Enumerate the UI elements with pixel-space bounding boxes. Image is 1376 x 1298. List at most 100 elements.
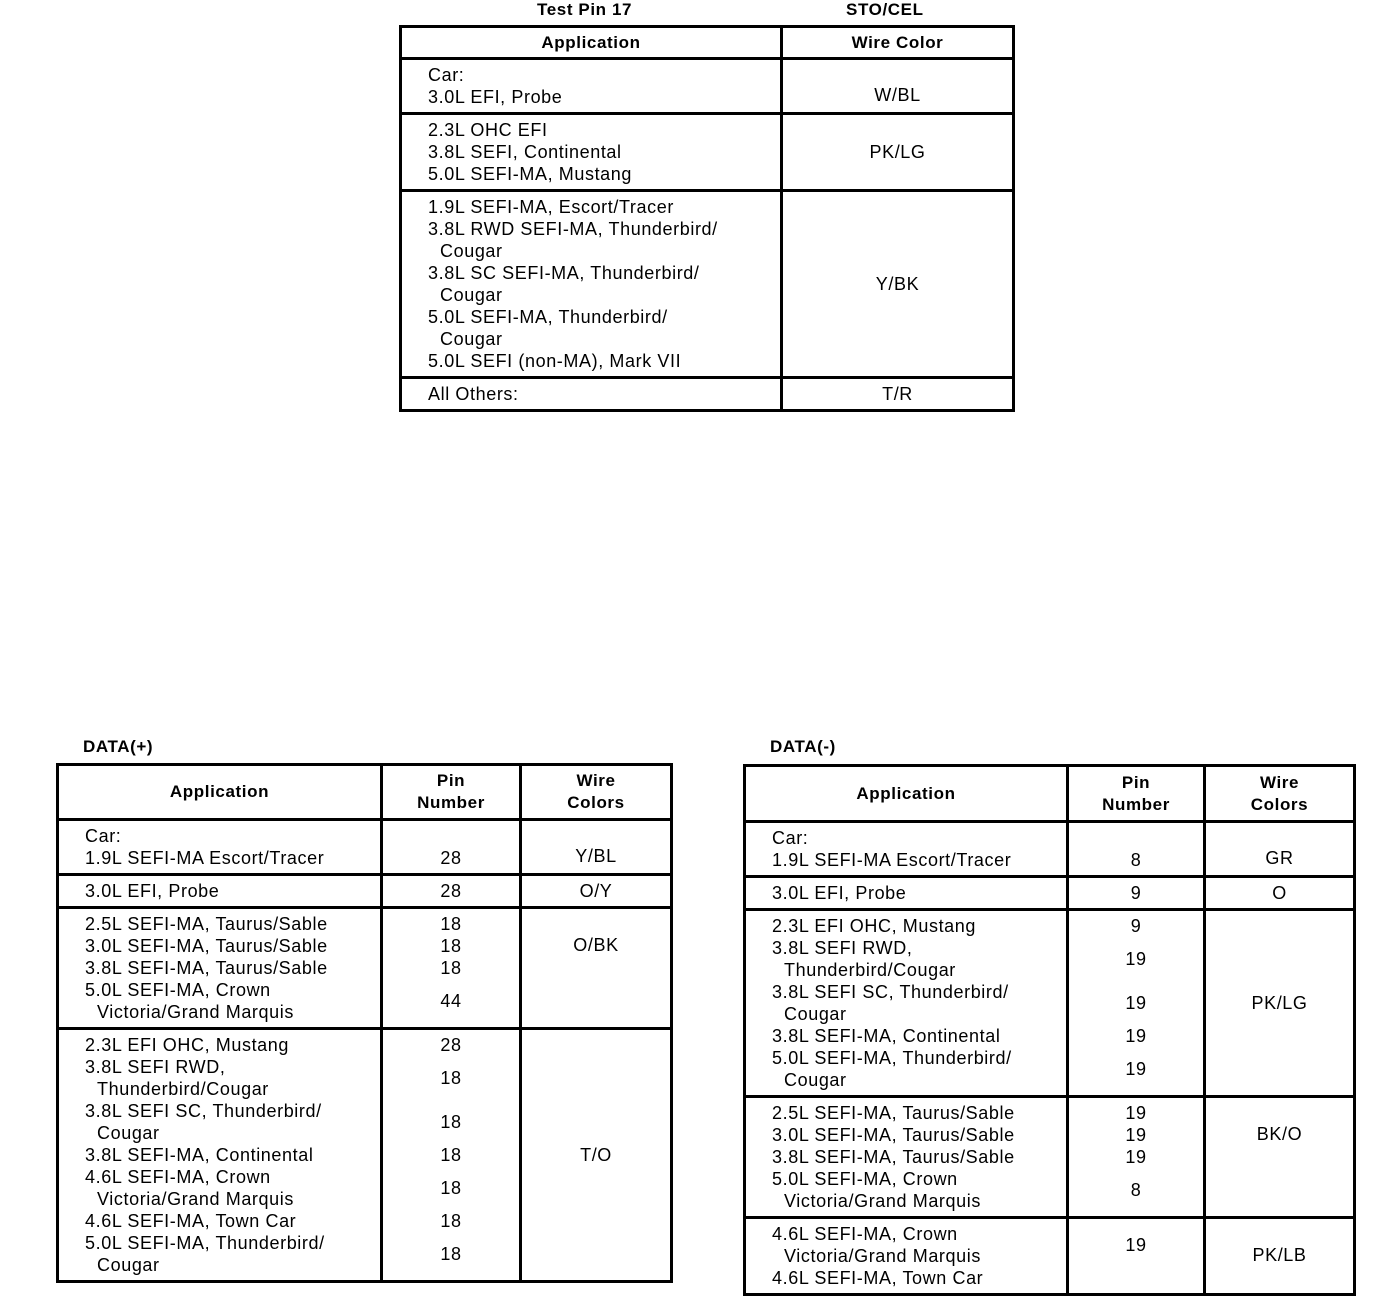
pin-number: 8 (1130, 1179, 1142, 1200)
application-line: Cougar (784, 1004, 847, 1024)
pin-number: 28 (440, 880, 462, 901)
application-entry: 2.3L EFI OHC, Mustang (772, 915, 1066, 937)
application-line: Car: (85, 826, 122, 846)
application-entry: 5.0L SEFI-MA, Crown Victoria/Grand Marqui… (85, 979, 380, 1023)
application-line: Thunderbird/Cougar (97, 1079, 269, 1099)
pin-number: 19 (1125, 1234, 1147, 1255)
pin-number: 18 (440, 935, 462, 956)
pin-number: 19 (1125, 1058, 1147, 1079)
header-application: Application (399, 25, 783, 60)
pin-number (1069, 1267, 1203, 1289)
application-line: 5.0L SEFI-MA, Thunderbird/ (85, 1233, 325, 1253)
application-entry: 2.5L SEFI-MA, Taurus/Sable (772, 1102, 1066, 1124)
pin-number: 19 (1125, 1025, 1147, 1046)
pin-number: 19 (1125, 948, 1147, 969)
pin-number-cell: 19 (1066, 1216, 1206, 1296)
application-entry: 5.0L SEFI-MA, Thunderbird/Cougar (85, 1232, 380, 1276)
table-row: Car: 1.9L SEFI-MA Escort/Tracer 8 GR (743, 820, 1356, 878)
pin-number: 9 (1130, 882, 1142, 903)
pin-number-cell: 28 (380, 873, 522, 909)
application-line: 3.8L SEFI RWD, (772, 938, 913, 958)
application-entry: 5.0L SEFI (non-MA), Mark VII (428, 350, 780, 372)
pin-number: 28 (440, 1034, 462, 1055)
application-cell: 1.9L SEFI-MA, Escort/Tracer 3.8L RWD SEFI… (399, 189, 783, 379)
application-entry: 3.8L SEFI-MA, Continental (772, 1025, 1066, 1047)
application-line: 2.3L EFI OHC, Mustang (772, 916, 977, 936)
application-cell: 3.0L EFI, Probe (56, 873, 383, 909)
application-cell: 3.0L EFI, Probe (743, 875, 1069, 911)
table-row: 2.5L SEFI-MA, Taurus/Sable 3.0L SEFI-MA, … (743, 1095, 1356, 1219)
application-line: 3.8L SEFI SC, Thunderbird/ (85, 1101, 322, 1121)
application-entry: 2.3L OHC EFI (428, 119, 780, 141)
header-wire-colors: Wire Colors (519, 763, 673, 821)
application-entry: All Others: (428, 383, 780, 405)
application-line: 4.6L SEFI-MA, Town Car (772, 1268, 984, 1288)
application-entry: 3.0L EFI, Probe (772, 882, 1066, 904)
application-entry: Car: (428, 64, 780, 86)
wire-color-cell: T/R (780, 376, 1015, 412)
table-row: 4.6L SEFI-MA, Crown Victoria/Grand Marqui… (743, 1216, 1356, 1296)
application-entry: 3.8L SEFI RWD, Thunderbird/Cougar (772, 937, 1066, 981)
application-line: 3.8L SEFI-MA, Taurus/Sable (85, 958, 328, 978)
pin-number-cell: 9 19 19 19 19 (1066, 908, 1206, 1098)
header-application: Application (743, 764, 1069, 823)
application-entry: 3.0L SEFI-MA, Taurus/Sable (85, 935, 380, 957)
pin-number (1069, 827, 1203, 849)
header-pin-number: Pin Number (1066, 764, 1206, 823)
application-line: 2.5L SEFI-MA, Taurus/Sable (772, 1103, 1015, 1123)
application-line: Cougar (784, 1070, 847, 1090)
application-entry: 3.0L SEFI-MA, Taurus/Sable (772, 1124, 1066, 1146)
application-entry: 4.6L SEFI-MA, Town Car (85, 1210, 380, 1232)
pin-number-cell: 18 18 18 44 (380, 906, 522, 1030)
application-line: Victoria/Grand Marquis (97, 1002, 294, 1022)
application-line: 5.0L SEFI-MA, Mustang (428, 164, 633, 184)
application-entry: Car: (85, 825, 380, 847)
application-entry: 3.8L RWD SEFI-MA, Thunderbird/Cougar (428, 218, 780, 262)
application-line: 1.9L SEFI-MA, Escort/Tracer (428, 197, 674, 217)
table-row: Car: 1.9L SEFI-MA Escort/Tracer 28 Y/BL (56, 818, 673, 876)
wire-color-cell: PK/LB (1203, 1216, 1356, 1296)
application-line: 3.8L SEFI, Continental (428, 142, 622, 162)
table-row: 1.9L SEFI-MA, Escort/Tracer 3.8L RWD SEFI… (399, 189, 1015, 379)
application-line: Cougar (97, 1123, 160, 1143)
data-minus-table: Application Pin Number Wire Colors Car: 1… (743, 764, 1356, 1296)
wire-color-cell: W/BL (780, 57, 1015, 115)
application-entry: 3.0L EFI, Probe (428, 86, 780, 108)
application-line: 5.0L SEFI-MA, Crown (85, 980, 271, 1000)
application-line: 3.8L SC SEFI-MA, Thunderbird/ (428, 263, 700, 283)
application-cell: 2.3L EFI OHC, Mustang 3.8L SEFI RWD, Thund… (56, 1027, 383, 1283)
test-pin-17-table: Application Wire Color Car: 3.0L EFI, Pro… (399, 25, 1015, 412)
application-line: 1.9L SEFI-MA Escort/Tracer (772, 850, 1012, 870)
pin-number: 18 (440, 1067, 462, 1088)
application-line: 3.8L RWD SEFI-MA, Thunderbird/ (428, 219, 718, 239)
pin-number-cell: 19 19 19 8 (1066, 1095, 1206, 1219)
table-row: 2.3L OHC EFI 3.8L SEFI, Continental 5.0L S… (399, 112, 1015, 192)
application-line: Victoria/Grand Marquis (784, 1246, 981, 1266)
application-entry: 3.8L SEFI SC, Thunderbird/Cougar (772, 981, 1066, 1025)
wire-color-cell: O (1203, 875, 1356, 911)
application-entry: 5.0L SEFI-MA, Thunderbird/Cougar (772, 1047, 1066, 1091)
pin-number: 28 (440, 847, 462, 868)
application-entry: 2.5L SEFI-MA, Taurus/Sable (85, 913, 380, 935)
application-line: 3.8L SEFI RWD, (85, 1057, 226, 1077)
application-line: Victoria/Grand Marquis (97, 1189, 294, 1209)
application-entry: 4.6L SEFI-MA, Crown Victoria/Grand Marqui… (85, 1166, 380, 1210)
table-row: 3.0L EFI, Probe 28 O/Y (56, 873, 673, 909)
pin-number: 18 (440, 1177, 462, 1198)
pin-number: 9 (1130, 915, 1142, 936)
pin-number: 19 (1125, 1102, 1147, 1123)
pin-number: 8 (1130, 849, 1142, 870)
table-row: 2.3L EFI OHC, Mustang 3.8L SEFI RWD, Thund… (56, 1027, 673, 1283)
application-line: 2.3L OHC EFI (428, 120, 548, 140)
application-entry: 3.8L SEFI RWD, Thunderbird/Cougar (85, 1056, 380, 1100)
pin-number: 18 (440, 1111, 462, 1132)
application-entry: 3.8L SEFI-MA, Taurus/Sable (772, 1146, 1066, 1168)
application-line: Cougar (440, 329, 503, 349)
header-application: Application (56, 763, 383, 821)
data-plus-title: DATA(+) (83, 737, 154, 756)
pin-number: 18 (440, 957, 462, 978)
application-line: 3.8L SEFI SC, Thunderbird/ (772, 982, 1009, 1002)
application-line: All Others: (428, 384, 519, 404)
application-line: 3.0L EFI, Probe (85, 881, 220, 901)
table-row: 2.5L SEFI-MA, Taurus/Sable 3.0L SEFI-MA, … (56, 906, 673, 1030)
